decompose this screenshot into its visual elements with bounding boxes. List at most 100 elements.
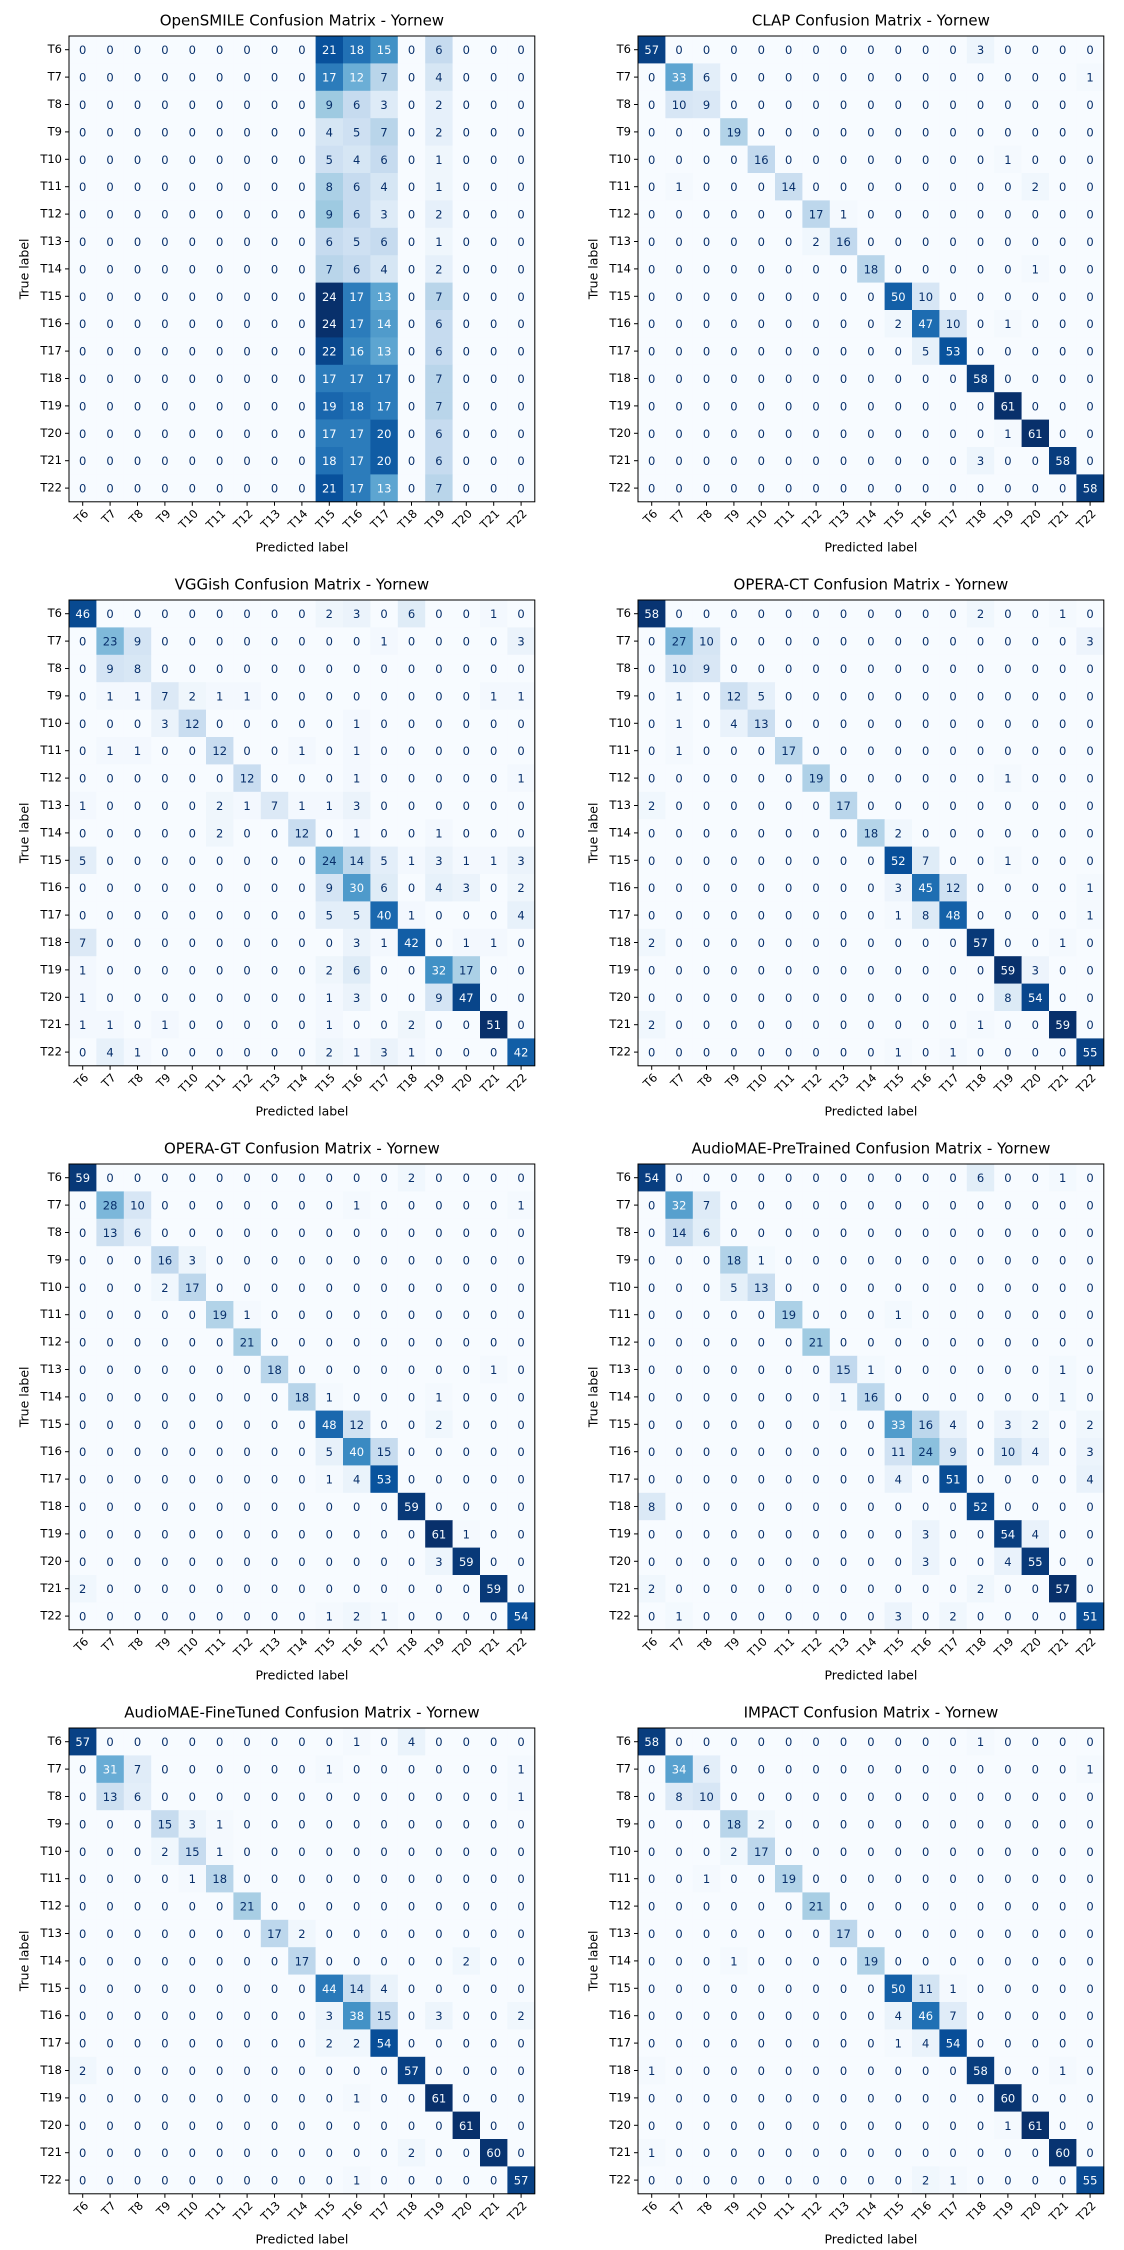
- cell-value: 0: [216, 180, 223, 194]
- cell-value: 0: [785, 454, 792, 468]
- cell-value: 0: [435, 1500, 442, 1514]
- cell-value: 0: [134, 125, 141, 139]
- cell-value: 0: [867, 1418, 874, 1432]
- cell-value: 0: [435, 2174, 442, 2188]
- cell-value: 1: [326, 1018, 333, 1032]
- cell-value: 1: [435, 1390, 442, 1404]
- cell-value: 0: [490, 2174, 497, 2188]
- cell-value: 0: [1004, 1845, 1011, 1859]
- cell-value: 0: [648, 662, 655, 676]
- heatmap-cell: [692, 90, 721, 119]
- cell-value: 0: [867, 662, 874, 676]
- cell-value: 0: [408, 2009, 415, 2023]
- cell-value: 0: [1086, 1199, 1093, 1213]
- cell-value: 0: [1086, 399, 1093, 413]
- cell-value: 0: [106, 290, 113, 304]
- cell-value: 0: [161, 153, 168, 167]
- cell-value: 0: [463, 345, 470, 359]
- cell-value: 7: [922, 854, 929, 868]
- cell-value: 8: [648, 1500, 655, 1514]
- cell-value: 0: [730, 1226, 737, 1240]
- x-tick-label: T16: [339, 1634, 365, 1660]
- cell-value: 0: [949, 235, 956, 249]
- cell-value: 0: [785, 1199, 792, 1213]
- cell-value: 1: [353, 1199, 360, 1213]
- cell-value: 4: [326, 125, 333, 139]
- cell-value: 0: [79, 1610, 86, 1624]
- cell-value: 0: [380, 1390, 387, 1404]
- heatmap-cell: [69, 447, 97, 475]
- cell-value: 17: [322, 71, 337, 85]
- cell-value: 18: [727, 1817, 742, 1831]
- cell-value: 0: [977, 153, 984, 167]
- cell-value: 0: [977, 772, 984, 786]
- x-tick-label: T8: [125, 1070, 146, 1091]
- cell-value: 0: [326, 2146, 333, 2160]
- cell-value: 0: [730, 1735, 737, 1749]
- cell-value: 0: [490, 1445, 497, 1459]
- cell-value: 0: [1032, 1308, 1039, 1322]
- heatmap-cell: [260, 392, 289, 420]
- x-tick-label: T8: [125, 1634, 146, 1655]
- cell-value: 0: [949, 1226, 956, 1240]
- cell-value: 0: [216, 2119, 223, 2133]
- cell-value: 0: [949, 1199, 956, 1213]
- cell-value: 2: [189, 689, 196, 703]
- y-tick-label: T6: [616, 606, 631, 620]
- cell-value: 0: [517, 317, 524, 331]
- heatmap-cell: [397, 173, 426, 201]
- cell-value: 0: [271, 427, 278, 441]
- y-tick-label: T7: [47, 70, 62, 84]
- cell-value: 0: [812, 1790, 819, 1804]
- cell-value: 0: [977, 208, 984, 222]
- heatmap-cell: [151, 392, 179, 420]
- cell-value: 3: [1086, 1445, 1093, 1459]
- heatmap-cell: [397, 255, 426, 283]
- cell-value: 1: [1059, 1390, 1066, 1404]
- cell-value: 2: [435, 1418, 442, 1432]
- heatmap-cell: [343, 419, 371, 448]
- y-tick-label: T6: [616, 42, 631, 56]
- x-tick-label: T20: [449, 1634, 475, 1660]
- cell-value: 0: [490, 482, 497, 496]
- cell-value: 1: [1004, 772, 1011, 786]
- cell-value: 0: [812, 963, 819, 977]
- cell-value: 0: [1004, 1582, 1011, 1596]
- cell-value: 0: [189, 1308, 196, 1322]
- heatmap-cell: [343, 447, 371, 475]
- cell-value: 0: [785, 482, 792, 496]
- cell-value: 0: [1004, 1308, 1011, 1322]
- cell-value: 0: [895, 43, 902, 57]
- cell-value: 0: [161, 399, 168, 413]
- cell-value: 0: [758, 772, 765, 786]
- cell-value: 0: [758, 963, 765, 977]
- cell-value: 0: [189, 772, 196, 786]
- heatmap-cell: [829, 36, 858, 64]
- cell-value: 0: [949, 454, 956, 468]
- y-tick-label: T12: [608, 207, 631, 221]
- heatmap-cell: [425, 255, 453, 283]
- cell-value: 57: [514, 2174, 529, 2188]
- cell-value: 0: [380, 2064, 387, 2078]
- cell-value: 2: [895, 826, 902, 840]
- cell-value: 3: [435, 2009, 442, 2023]
- cell-value: 0: [161, 662, 168, 676]
- cell-value: 0: [648, 71, 655, 85]
- cell-value: 0: [730, 744, 737, 758]
- cell-value: 3: [353, 607, 360, 621]
- heatmap-cell: [96, 36, 125, 64]
- cell-value: 0: [79, 881, 86, 895]
- cell-value: 32: [672, 1199, 687, 1213]
- cell-value: 0: [490, 208, 497, 222]
- cell-value: 1: [353, 744, 360, 758]
- cell-value: 0: [758, 372, 765, 386]
- cell-value: 0: [895, 1582, 902, 1596]
- cell-value: 0: [812, 1473, 819, 1487]
- cell-value: 0: [785, 1445, 792, 1459]
- cell-value: 61: [459, 2119, 474, 2133]
- cell-value: 0: [977, 1555, 984, 1569]
- cell-value: 0: [353, 1226, 360, 1240]
- cell-value: 0: [867, 125, 874, 139]
- cell-value: 0: [408, 290, 415, 304]
- cell-value: 0: [216, 963, 223, 977]
